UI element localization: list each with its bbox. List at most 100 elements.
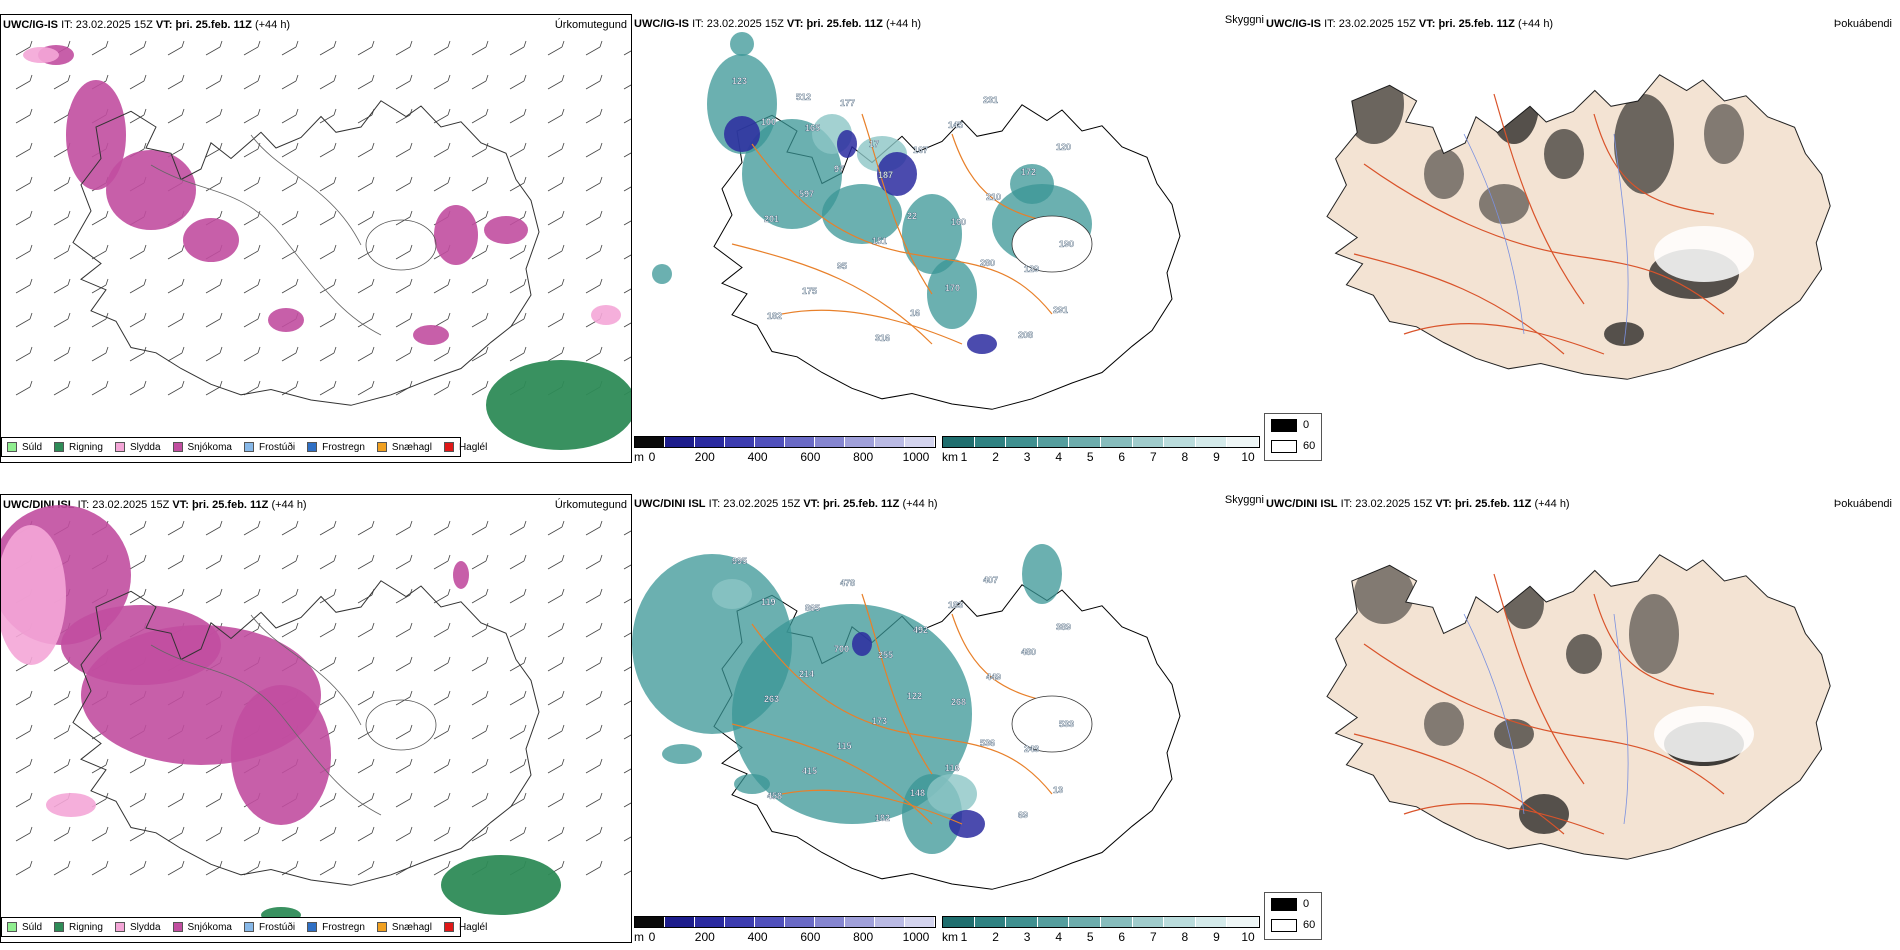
wind-barb	[243, 142, 261, 158]
cloud-base-label: 201	[764, 214, 779, 224]
wind-barb	[471, 312, 489, 328]
colorbar-step	[815, 437, 845, 447]
colorbar-step	[1100, 917, 1133, 927]
wind-barb	[281, 244, 299, 260]
wind-barb	[433, 176, 451, 192]
wind-barb	[15, 210, 33, 226]
wind-barb	[129, 244, 147, 260]
wind-barb	[205, 278, 223, 294]
colorbar-step	[974, 437, 1007, 447]
panel-title: Skyggni	[1224, 494, 1264, 506]
colorbar-tick: 600	[800, 930, 821, 943]
snow-area	[231, 685, 331, 825]
cloudbase-colorbar: m 0 200 400 600 800 1000	[634, 916, 936, 943]
colorbar-tick: 800	[853, 930, 874, 943]
wind-barb	[509, 690, 527, 706]
road-line	[751, 143, 1053, 315]
wind-barb	[281, 74, 299, 90]
colorbar-step	[875, 917, 905, 927]
cloud-base-label: 17	[869, 139, 879, 149]
cloud-base-label: 100	[761, 117, 776, 127]
wind-barb	[547, 278, 565, 294]
cloud-base-label: 182	[767, 311, 782, 321]
colorbar-tick: 9	[1213, 450, 1220, 463]
legend-label: Frostregn	[322, 441, 365, 453]
colorbar-tick: 4	[1055, 930, 1062, 943]
cloud-base-label: 533	[1059, 719, 1074, 729]
wind-barb	[585, 176, 603, 192]
panel-title: Þokuábendi	[1833, 18, 1892, 30]
colorbar-step	[943, 437, 975, 447]
legend-item: Slydda	[114, 922, 161, 933]
glacier-outline	[365, 219, 437, 271]
cloud-base-label: 291	[1053, 305, 1068, 315]
wind-barb	[53, 74, 71, 90]
wind-barb	[433, 108, 451, 124]
wind-barb	[357, 860, 375, 876]
colorbar-step	[695, 437, 725, 447]
wind-barb	[471, 656, 489, 672]
wind-barb	[623, 836, 631, 842]
colorbar-step	[1227, 917, 1259, 927]
colorbar-tick: 10	[1241, 930, 1255, 943]
wind-barb	[167, 278, 185, 294]
wind-barb	[395, 554, 413, 570]
colorbar-unit: m	[634, 450, 644, 463]
wind-barb	[585, 278, 603, 294]
colorbar-step	[905, 917, 935, 927]
wind-barb	[243, 588, 261, 604]
wind-barb	[585, 520, 603, 536]
wind-barb	[319, 346, 337, 362]
wind-barb	[471, 380, 489, 396]
fog-dark-area	[1704, 104, 1744, 164]
wind-barb	[281, 278, 299, 294]
colorbar-step	[1006, 917, 1038, 927]
wind-barb	[319, 792, 337, 808]
wind-barb	[623, 530, 631, 536]
fog-label-60: 60	[1303, 919, 1316, 931]
colorbar-step	[1132, 437, 1165, 447]
fog-label-0: 0	[1303, 898, 1310, 910]
fog-map	[1326, 554, 1831, 860]
rain-area	[486, 360, 631, 450]
wind-barb	[395, 380, 413, 396]
road-line	[1363, 643, 1725, 795]
fog-dark-area	[1354, 564, 1414, 624]
wind-barb	[395, 278, 413, 294]
visibility-area	[730, 32, 754, 56]
colorbar-tick: 7	[1149, 450, 1157, 463]
sleet-area	[591, 305, 621, 325]
wind-barb	[53, 176, 71, 192]
sleet-area	[23, 47, 59, 63]
wind-barb	[15, 826, 33, 842]
wind-barb	[281, 520, 299, 536]
wind-barb	[281, 346, 299, 362]
wind-barb	[53, 346, 71, 362]
colorbar-step	[1037, 917, 1070, 927]
wind-barb	[623, 632, 631, 638]
wind-barb	[509, 724, 527, 740]
legend-item: Frostúði	[243, 442, 295, 453]
visibility-area	[927, 774, 977, 814]
cloud-base-label: 115	[837, 741, 852, 751]
colorbar-tick: 600	[800, 450, 821, 463]
wind-barb	[319, 244, 337, 260]
wind-barb	[15, 142, 33, 158]
wind-barb	[167, 108, 185, 124]
wind-barb	[205, 860, 223, 876]
cloud-base-label: 116	[945, 763, 960, 773]
colorbar-step	[875, 437, 905, 447]
cloud-base-label: 16	[910, 308, 920, 318]
cloud-base-label: 389	[1056, 622, 1071, 632]
cloud-base-label: 208	[1018, 330, 1033, 340]
wind-barb	[53, 690, 71, 706]
wind-barb	[471, 74, 489, 90]
colorbar-tick: 1000	[902, 930, 930, 943]
wind-barb	[205, 588, 223, 604]
wind-barb	[167, 74, 185, 90]
wind-barb	[623, 356, 631, 362]
cloud-base-label: 187	[878, 170, 893, 180]
panel-header: UWC/DINI ISL IT: 23.02.2025 15Z VT: þri.…	[634, 498, 938, 510]
wind-barb	[281, 826, 299, 842]
cloud-map: 995 865 255 268 243 458 478 492 449 533 415 182 183 4…	[632, 544, 1181, 890]
